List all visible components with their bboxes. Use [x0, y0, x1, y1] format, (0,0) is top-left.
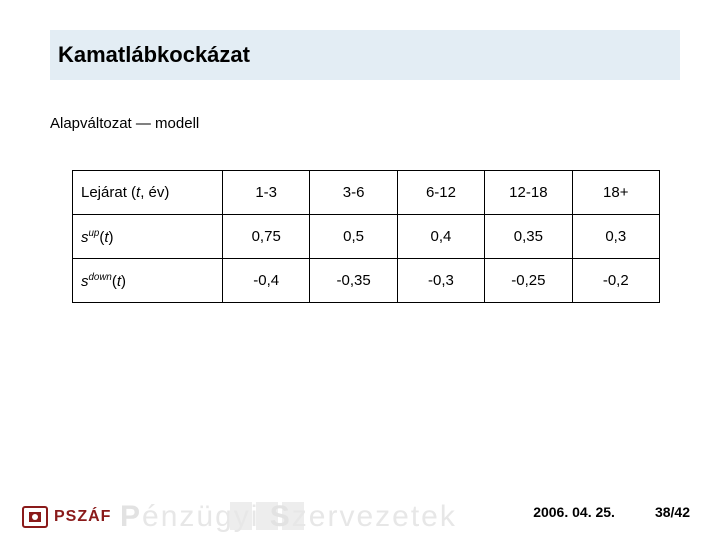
footer-date: 2006. 04. 25.: [533, 504, 615, 520]
row-label: sup(t): [73, 215, 223, 259]
watermark-part: P: [120, 500, 142, 533]
watermark-text: Pénzügyi Szervezetek: [120, 500, 457, 534]
table-cell: 0,4: [397, 215, 484, 259]
table-cell: 0,75: [223, 215, 310, 259]
title-bar: Kamatlábkockázat: [50, 30, 680, 80]
table-cell: -0,2: [572, 259, 659, 303]
table-header-row: Lejárat (t, év) 1-3 3-6 6-12 12-18 18+: [73, 171, 660, 215]
watermark-part: S: [270, 500, 292, 533]
table-cell: 0,3: [572, 215, 659, 259]
col-header: 18+: [572, 171, 659, 215]
footer: Pénzügyi Szervezetek PSZÁF 2006. 04. 25.…: [0, 484, 720, 540]
data-table-container: Lejárat (t, év) 1-3 3-6 6-12 12-18 18+ s…: [72, 170, 660, 303]
col-header: 12-18: [485, 171, 572, 215]
col-header: 6-12: [397, 171, 484, 215]
table-row: sup(t) 0,75 0,5 0,4 0,35 0,3: [73, 215, 660, 259]
logo: PSZÁF: [22, 506, 111, 528]
watermark-part: énzügyi: [142, 500, 270, 533]
row-label: sdown(t): [73, 259, 223, 303]
table-cell: 0,35: [485, 215, 572, 259]
data-table: Lejárat (t, év) 1-3 3-6 6-12 12-18 18+ s…: [72, 170, 660, 303]
watermark-part: zervezetek: [292, 500, 457, 533]
table-cell: -0,35: [310, 259, 397, 303]
logo-icon: [22, 506, 48, 528]
page-title: Kamatlábkockázat: [58, 42, 250, 68]
table-cell: 0,5: [310, 215, 397, 259]
table-cell: -0,4: [223, 259, 310, 303]
table-cell: -0,25: [485, 259, 572, 303]
logo-text: PSZÁF: [54, 508, 111, 526]
table-cell: -0,3: [397, 259, 484, 303]
page-number: 38/42: [655, 504, 690, 520]
footer-right: 2006. 04. 25. 38/42: [533, 504, 690, 520]
column-header-label: Lejárat (t, év): [73, 171, 223, 215]
col-header: 1-3: [223, 171, 310, 215]
subtitle: Alapváltozat — modell: [50, 115, 199, 132]
table-row: sdown(t) -0,4 -0,35 -0,3 -0,25 -0,2: [73, 259, 660, 303]
col-header: 3-6: [310, 171, 397, 215]
